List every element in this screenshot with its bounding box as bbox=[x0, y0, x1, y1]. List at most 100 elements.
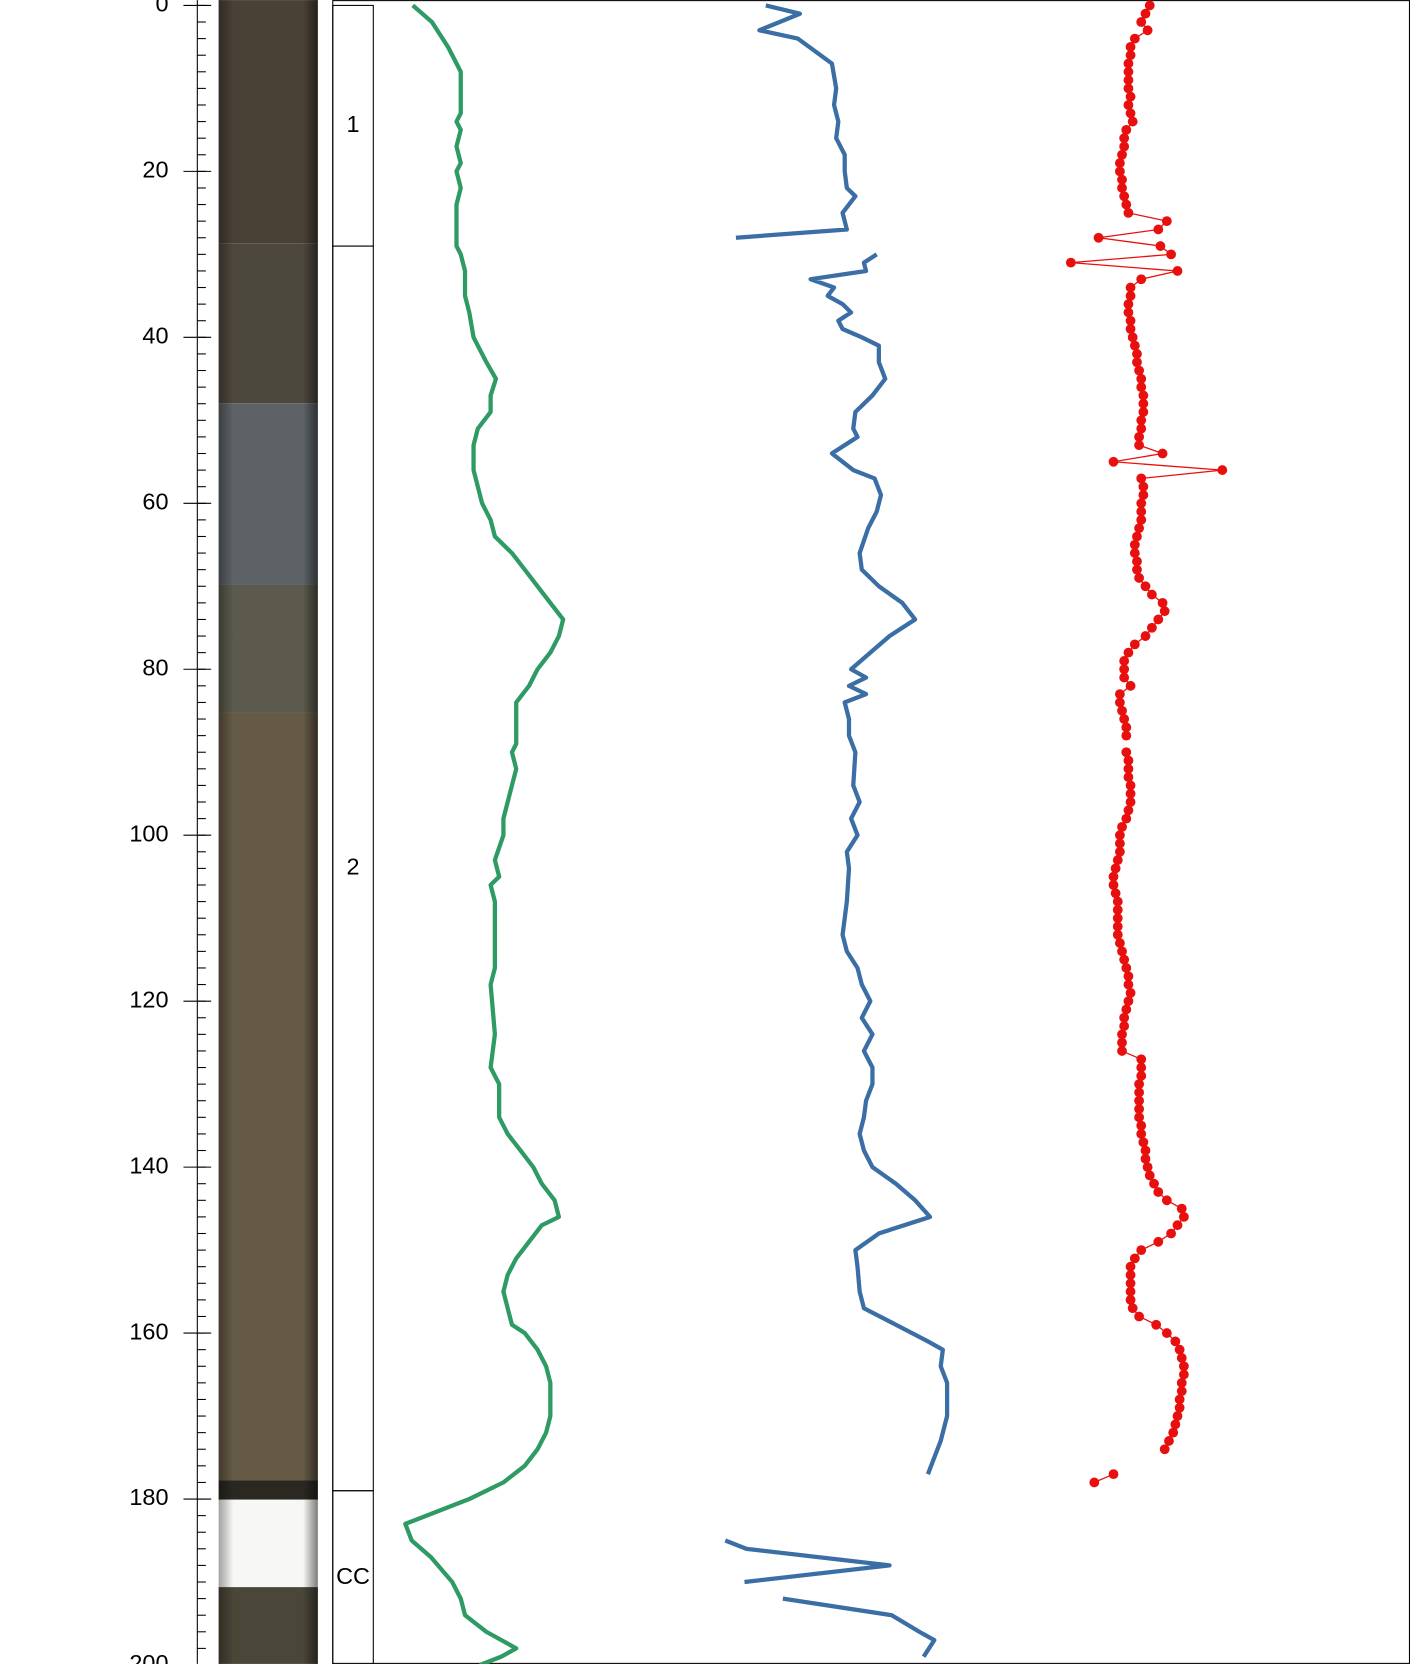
track-point bbox=[1119, 714, 1130, 724]
y-tick-label: 60 bbox=[142, 488, 168, 514]
track-point bbox=[1121, 1004, 1132, 1015]
track-point bbox=[1108, 456, 1119, 467]
track-point bbox=[1176, 1353, 1187, 1363]
track-point bbox=[1157, 597, 1168, 608]
track-point bbox=[1114, 846, 1125, 857]
track-point bbox=[1112, 896, 1123, 907]
track-point bbox=[1121, 813, 1132, 824]
track-point bbox=[1114, 689, 1125, 700]
track-point bbox=[1123, 763, 1134, 774]
track-point bbox=[1119, 1012, 1130, 1023]
track-point bbox=[1136, 473, 1147, 484]
track-point bbox=[1170, 1336, 1181, 1347]
track-point bbox=[1125, 50, 1136, 61]
track-point bbox=[1164, 1436, 1174, 1446]
track-point bbox=[1176, 1377, 1187, 1388]
track-point bbox=[1136, 415, 1147, 426]
track-point bbox=[1121, 199, 1132, 210]
track-point bbox=[1166, 1228, 1176, 1239]
track-point bbox=[1176, 1386, 1187, 1397]
track-point bbox=[1136, 1070, 1147, 1081]
track-point bbox=[1134, 1311, 1144, 1322]
track-point bbox=[1136, 514, 1147, 525]
track-point bbox=[1129, 548, 1140, 558]
track-point bbox=[1172, 266, 1183, 276]
track-point bbox=[1153, 614, 1164, 625]
track-point bbox=[1112, 904, 1123, 915]
track-point bbox=[1134, 573, 1144, 583]
track-point bbox=[1144, 0, 1155, 11]
track-point bbox=[1114, 158, 1125, 168]
track-point bbox=[1117, 1046, 1127, 1056]
track-point bbox=[1136, 382, 1147, 393]
track-point bbox=[1153, 1187, 1164, 1197]
track-point bbox=[1142, 25, 1153, 36]
track-point bbox=[1117, 174, 1127, 185]
track-point bbox=[1114, 166, 1125, 177]
y-tick-label: 80 bbox=[142, 654, 168, 680]
track-point bbox=[1123, 83, 1134, 94]
track-point bbox=[1140, 1145, 1151, 1156]
track-point bbox=[1121, 722, 1132, 733]
track-point bbox=[1117, 705, 1127, 716]
y-tick-label: 180 bbox=[129, 1484, 168, 1510]
track-point bbox=[1065, 257, 1076, 268]
plot-frame bbox=[332, 0, 1410, 1664]
track-point bbox=[1119, 672, 1130, 683]
track-point bbox=[1176, 1203, 1187, 1214]
track-point bbox=[1125, 1270, 1136, 1280]
track-point bbox=[1166, 249, 1176, 260]
section-label: 2 bbox=[347, 854, 360, 880]
track-point bbox=[1125, 282, 1136, 293]
track-point bbox=[1157, 448, 1168, 459]
y-tick-label: 140 bbox=[129, 1152, 168, 1178]
track-point bbox=[1140, 631, 1151, 641]
track-point bbox=[1159, 606, 1170, 617]
track-point bbox=[1136, 373, 1147, 384]
track-point bbox=[1174, 1344, 1185, 1355]
track-point bbox=[1136, 1120, 1147, 1131]
track-point bbox=[1123, 100, 1134, 110]
track-point bbox=[1127, 116, 1138, 127]
track-point bbox=[1112, 929, 1123, 940]
track-point bbox=[1123, 772, 1134, 783]
track-point bbox=[1168, 1427, 1179, 1438]
y-tick-label: 120 bbox=[129, 986, 168, 1012]
track-point bbox=[1140, 581, 1151, 592]
track-point bbox=[1125, 290, 1136, 301]
track-point bbox=[1146, 622, 1157, 633]
track-point bbox=[1119, 133, 1130, 144]
track-point bbox=[1117, 183, 1127, 193]
track-point bbox=[1114, 938, 1125, 948]
track-point bbox=[1123, 979, 1134, 990]
track-point bbox=[1125, 1286, 1136, 1297]
track-point bbox=[1114, 838, 1125, 849]
track-point bbox=[1125, 91, 1136, 102]
track-point bbox=[1153, 224, 1164, 235]
track-point bbox=[1125, 1261, 1136, 1272]
track-point bbox=[1134, 1087, 1144, 1098]
core-photo bbox=[218, 0, 318, 1664]
track-point bbox=[1123, 971, 1134, 982]
track-point bbox=[1125, 780, 1136, 791]
track-point bbox=[1132, 531, 1142, 542]
track-point bbox=[1123, 207, 1134, 218]
track-point bbox=[1161, 216, 1172, 227]
track-point bbox=[1159, 1444, 1170, 1455]
track-point bbox=[1110, 863, 1121, 874]
track-point bbox=[1125, 315, 1136, 326]
track-point bbox=[1132, 556, 1142, 567]
track-point bbox=[1119, 191, 1130, 202]
track-point bbox=[1132, 349, 1142, 359]
track-point bbox=[1119, 141, 1130, 152]
track-point bbox=[1138, 398, 1149, 409]
track-point bbox=[1119, 954, 1130, 965]
track-point bbox=[1217, 465, 1228, 475]
track-point bbox=[1140, 8, 1151, 19]
track-point bbox=[1172, 1220, 1183, 1231]
track-point bbox=[1153, 1236, 1164, 1247]
track-point bbox=[1129, 1253, 1140, 1264]
track-point bbox=[1136, 274, 1147, 285]
track-point bbox=[1123, 996, 1134, 1007]
track-point bbox=[1121, 963, 1132, 973]
